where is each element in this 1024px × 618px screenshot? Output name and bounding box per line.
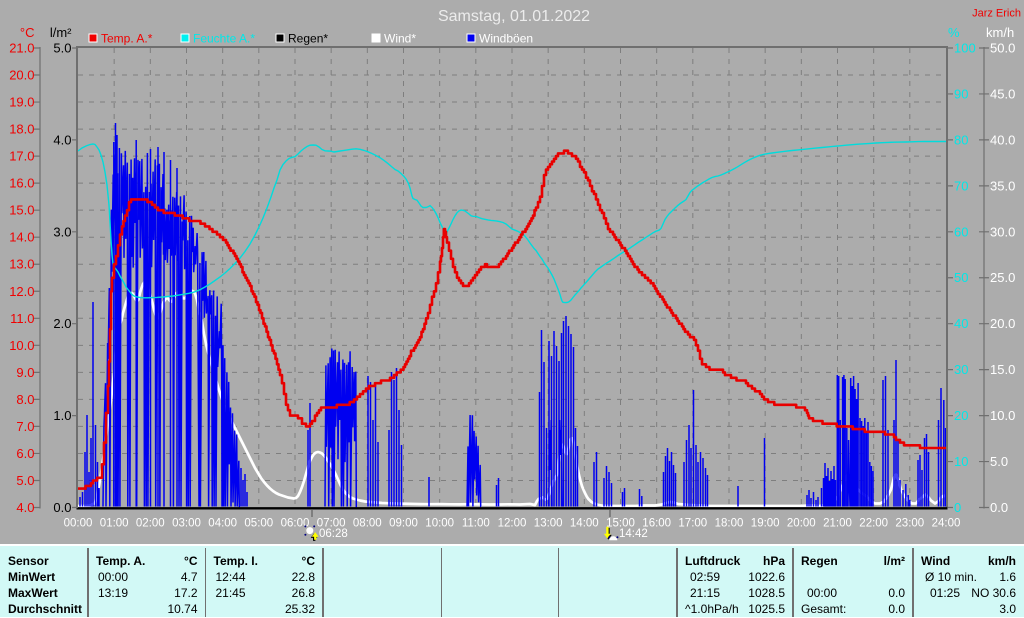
svg-text:20:00: 20:00 [787,518,816,530]
svg-text:10.0: 10.0 [9,338,34,353]
svg-text:25.0: 25.0 [990,270,1015,285]
svg-text:%: % [948,25,960,40]
svg-text:Windböen: Windböen [479,32,533,46]
svg-text:2.0: 2.0 [53,316,71,331]
svg-text:4.0: 4.0 [16,500,34,515]
svg-text:50: 50 [954,270,968,285]
svg-text:14:00: 14:00 [570,518,599,530]
svg-text:17:00: 17:00 [678,518,707,530]
svg-text:80: 80 [954,132,968,147]
svg-text:°C: °C [20,25,35,40]
svg-text:l/m²: l/m² [50,25,72,40]
svg-text:5.0: 5.0 [990,454,1008,469]
svg-text:30: 30 [954,362,968,377]
svg-text:12.0: 12.0 [9,284,34,299]
svg-text:11:00: 11:00 [462,518,490,530]
svg-text:10:00: 10:00 [425,518,454,530]
svg-text:18.0: 18.0 [9,122,34,137]
svg-text:0.0: 0.0 [990,500,1008,515]
svg-text:7.0: 7.0 [16,419,34,434]
svg-text:0.0: 0.0 [53,500,71,515]
svg-text:01:00: 01:00 [100,518,129,530]
svg-text:00:00: 00:00 [64,518,93,530]
svg-text:21:00: 21:00 [823,518,852,530]
svg-text:4.0: 4.0 [53,132,71,147]
svg-text:100: 100 [954,41,976,56]
svg-text:16:00: 16:00 [642,518,671,530]
svg-text:16.0: 16.0 [9,176,34,191]
svg-text:60: 60 [954,224,968,239]
svg-text:08:00: 08:00 [353,518,382,530]
svg-text:10: 10 [954,454,968,469]
svg-text:1.0: 1.0 [53,408,71,423]
svg-text:04:00: 04:00 [208,518,237,530]
svg-text:20.0: 20.0 [990,316,1015,331]
svg-text:20: 20 [954,408,968,423]
svg-text:12:00: 12:00 [498,518,527,530]
svg-text:15:00: 15:00 [606,518,635,530]
svg-text:11.0: 11.0 [10,311,34,326]
svg-text:21.0: 21.0 [9,41,34,56]
svg-text:06:00: 06:00 [281,518,310,530]
svg-text:19.0: 19.0 [9,95,34,110]
svg-text:Wind*: Wind* [384,32,416,46]
svg-text:0: 0 [954,500,961,515]
svg-text:15.0: 15.0 [9,203,34,218]
svg-text:Regen*: Regen* [288,32,328,46]
svg-text:8.0: 8.0 [16,392,34,407]
svg-text:17.0: 17.0 [9,149,34,164]
svg-text:05:00: 05:00 [244,518,273,530]
svg-text:20.0: 20.0 [9,68,34,83]
svg-text:40: 40 [954,316,968,331]
svg-text:90: 90 [954,87,968,102]
svg-text:15.0: 15.0 [990,362,1015,377]
svg-text:13.0: 13.0 [9,257,34,272]
svg-text:5.0: 5.0 [53,41,71,56]
svg-text:3.0: 3.0 [53,224,71,239]
svg-text:Jarz Erich: Jarz Erich [972,8,1021,20]
svg-text:23:00: 23:00 [895,518,924,530]
svg-text:Temp. A.*: Temp. A.* [101,32,153,46]
svg-text:9.0: 9.0 [16,365,34,380]
svg-text:24:00: 24:00 [932,518,961,530]
svg-text:22:00: 22:00 [859,518,888,530]
svg-text:50.0: 50.0 [990,41,1015,56]
svg-text:14:42: 14:42 [619,528,648,540]
svg-text:14.0: 14.0 [9,230,34,245]
svg-text:30.0: 30.0 [990,224,1015,239]
svg-text:10.0: 10.0 [990,408,1015,423]
svg-text:02:00: 02:00 [136,518,165,530]
svg-text:40.0: 40.0 [990,132,1015,147]
svg-text:6.0: 6.0 [16,446,34,461]
svg-text:70: 70 [954,178,968,193]
svg-text:35.0: 35.0 [990,178,1015,193]
svg-text:07:00: 07:00 [317,518,346,530]
svg-text:06:28: 06:28 [319,528,348,540]
svg-text:03:00: 03:00 [172,518,201,530]
svg-text:Samstag, 01.01.2022: Samstag, 01.01.2022 [438,8,590,25]
svg-text:13:00: 13:00 [534,518,563,530]
svg-text:5.0: 5.0 [16,473,34,488]
svg-text:Feuchte A.*: Feuchte A.* [193,32,255,46]
svg-text:18:00: 18:00 [715,518,744,530]
svg-text:km/h: km/h [986,25,1014,40]
svg-text:45.0: 45.0 [990,87,1015,102]
svg-text:19:00: 19:00 [751,518,780,530]
svg-text:09:00: 09:00 [389,518,418,530]
